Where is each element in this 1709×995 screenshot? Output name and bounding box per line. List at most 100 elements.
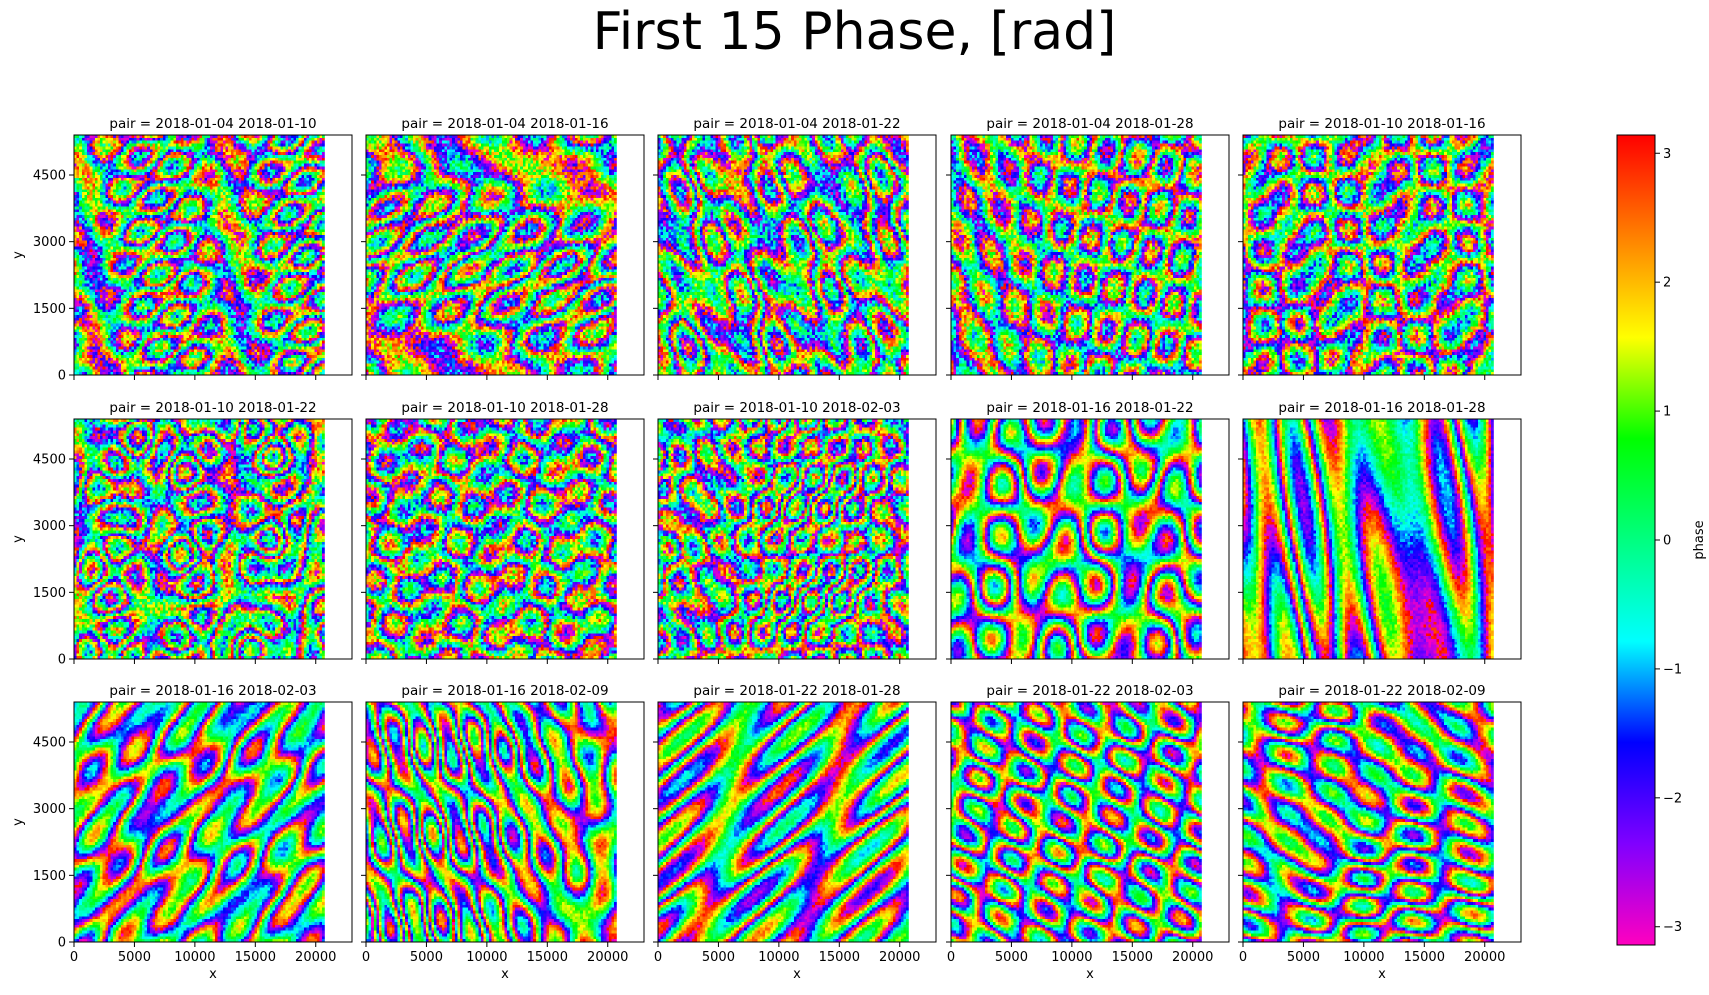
x-axis-label: x (209, 967, 217, 982)
x-tick-label: 20000 (1172, 950, 1213, 965)
axes-frame (73, 701, 353, 943)
y-tick-label: 4500 (33, 169, 66, 184)
panel-8: pair = 2018-01-10 2018-02-03 (653, 400, 937, 664)
panel-title: pair = 2018-01-04 2018-01-22 (693, 116, 900, 132)
axes-frame (657, 418, 937, 660)
y-tick-label: 4500 (33, 736, 66, 751)
panel-title: pair = 2018-01-04 2018-01-16 (401, 116, 608, 132)
colorbar-tick-label: 1 (1663, 405, 1671, 420)
colorbar-tick-label: −1 (1663, 662, 1682, 677)
axes-frame (73, 418, 353, 660)
colorbar: 3 2 1 0 −1 −2 −3 phase (1616, 134, 1707, 946)
colorbar-tick-label: 0 (1663, 534, 1671, 549)
colorbar-tick-label: 2 (1663, 276, 1671, 291)
panel-7: pair = 2018-01-10 2018-01-28 (361, 400, 645, 664)
x-axis-label: x (501, 967, 509, 982)
panel-15: pair = 2018-01-22 2018-02-09 0 5000 10000 15… (1238, 683, 1522, 982)
x-tick-label: 10000 (466, 950, 507, 965)
panel-title: pair = 2018-01-16 2018-01-22 (986, 400, 1193, 416)
x-tick-label: 15000 (819, 950, 860, 965)
panel-6: pair = 2018-01-10 2018-01-22 0 1500 3000 450… (11, 400, 353, 668)
x-tick-label: 5000 (1287, 950, 1320, 965)
axes-frame (950, 701, 1230, 943)
colorbar-label: phase (1692, 520, 1707, 559)
phase-image (74, 419, 325, 659)
colorbar-tick-label: −2 (1663, 791, 1682, 806)
x-tick-label: 0 (362, 950, 370, 965)
phase-image (1243, 419, 1494, 659)
x-tick-label: 15000 (235, 950, 276, 965)
x-tick-label: 15000 (1404, 950, 1445, 965)
axes-frame (950, 134, 1230, 376)
axes-frame (365, 418, 645, 660)
axes-frame (365, 134, 645, 376)
panel-2: pair = 2018-01-04 2018-01-16 (361, 116, 645, 380)
x-tick-label: 20000 (1464, 950, 1505, 965)
x-tick-label: 10000 (174, 950, 215, 965)
panel-title: pair = 2018-01-10 2018-01-28 (401, 400, 608, 416)
x-tick-label: 10000 (758, 950, 799, 965)
x-tick-label: 0 (654, 950, 662, 965)
axes-frame (1242, 701, 1522, 943)
y-tick-label: 3000 (33, 519, 66, 534)
panel-14: pair = 2018-01-22 2018-02-03 0 5000 10000 15… (946, 683, 1230, 982)
colorbar-tick-label: −3 (1663, 920, 1682, 935)
x-tick-label: 15000 (527, 950, 568, 965)
panel-title: pair = 2018-01-22 2018-02-03 (986, 683, 1193, 699)
panel-9: pair = 2018-01-16 2018-01-22 (946, 400, 1230, 664)
panel-title: pair = 2018-01-22 2018-01-28 (693, 683, 900, 699)
x-tick-label: 5000 (118, 950, 151, 965)
panel-3: pair = 2018-01-04 2018-01-22 (653, 116, 937, 380)
x-tick-label: 5000 (995, 950, 1028, 965)
x-tick-label: 0 (1239, 950, 1247, 965)
panel-5: pair = 2018-01-10 2018-01-16 (1238, 116, 1522, 380)
y-tick-label: 1500 (33, 869, 66, 884)
panel-title: pair = 2018-01-10 2018-01-22 (109, 400, 316, 416)
axes-frame (1242, 134, 1522, 376)
axes-frame (73, 134, 353, 376)
x-tick-label: 20000 (879, 950, 920, 965)
x-tick-label: 5000 (410, 950, 443, 965)
x-tick-label: 0 (947, 950, 955, 965)
panel-title: pair = 2018-01-04 2018-01-10 (109, 116, 316, 132)
panel-1: pair = 2018-01-04 2018-01-10 0 1500 3000 450… (11, 116, 353, 384)
y-tick-label: 4500 (33, 453, 66, 468)
x-axis-label: x (1378, 967, 1386, 982)
panel-11: pair = 2018-01-16 2018-02-03 0 5000 10000 15… (11, 683, 353, 982)
figure-title: First 15 Phase, [rad] (592, 2, 1117, 62)
panel-title: pair = 2018-01-16 2018-01-28 (1278, 400, 1485, 416)
panel-4: pair = 2018-01-04 2018-01-28 (946, 116, 1230, 380)
y-tick-label: 0 (58, 369, 66, 384)
axes-frame (365, 701, 645, 943)
x-tick-label: 20000 (295, 950, 336, 965)
x-tick-label: 5000 (702, 950, 735, 965)
x-tick-label: 20000 (587, 950, 628, 965)
y-tick-label: 3000 (33, 235, 66, 250)
y-tick-label: 0 (58, 653, 66, 668)
phase-image (951, 419, 1202, 659)
axes-frame (657, 701, 937, 943)
panel-title: pair = 2018-01-16 2018-02-03 (109, 683, 316, 699)
phase-image (366, 702, 617, 942)
y-axis-label: y (11, 818, 26, 826)
phase-image (74, 135, 325, 375)
colorbar-gradient (1616, 134, 1656, 946)
panel-title: pair = 2018-01-22 2018-02-09 (1278, 683, 1485, 699)
axes-frame (657, 134, 937, 376)
y-axis-label: y (11, 251, 26, 259)
phase-image (74, 702, 325, 942)
phase-image (658, 419, 909, 659)
phase-image (366, 419, 617, 659)
y-tick-label: 0 (58, 936, 66, 951)
colorbar-tick-label: 3 (1663, 147, 1671, 162)
panel-10: pair = 2018-01-16 2018-01-28 (1238, 400, 1522, 664)
panel-13: pair = 2018-01-22 2018-01-28 0 5000 10000 15… (653, 683, 937, 982)
panel-title: pair = 2018-01-10 2018-01-16 (1278, 116, 1485, 132)
panel-12: pair = 2018-01-16 2018-02-09 0 5000 10000 15… (361, 683, 645, 982)
x-tick-label: 10000 (1343, 950, 1384, 965)
y-tick-label: 1500 (33, 586, 66, 601)
y-tick-label: 3000 (33, 802, 66, 817)
phase-image (951, 135, 1202, 375)
phase-image (658, 702, 909, 942)
